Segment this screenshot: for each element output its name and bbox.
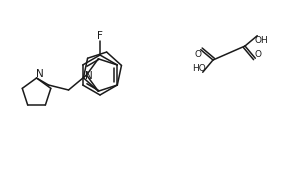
Text: N: N: [36, 69, 43, 79]
Text: OH: OH: [255, 36, 268, 45]
Text: O: O: [194, 50, 201, 59]
Text: O: O: [255, 50, 262, 59]
Text: N: N: [85, 71, 92, 81]
Text: HO: HO: [192, 64, 206, 73]
Text: F: F: [97, 31, 103, 41]
